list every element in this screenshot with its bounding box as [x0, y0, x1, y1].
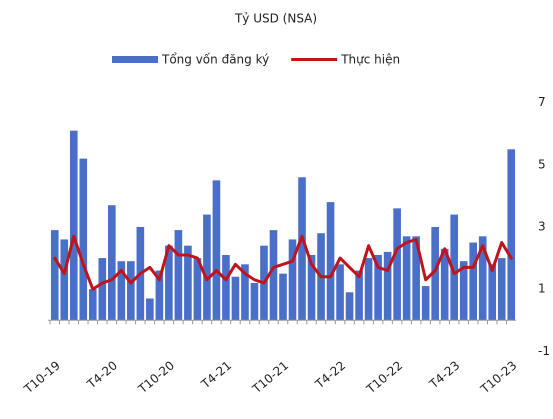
bar [60, 239, 69, 321]
bar [507, 149, 516, 321]
x-tick-label: T4-20 [84, 358, 120, 392]
x-tick-label: T4-23 [426, 358, 462, 392]
bar [222, 254, 230, 321]
bar [355, 270, 363, 321]
bar [193, 258, 202, 321]
bar [345, 292, 354, 321]
bar [212, 180, 221, 321]
bar [269, 230, 278, 321]
bar [469, 242, 478, 321]
bar [279, 273, 287, 321]
y-tick-label: -1 [538, 344, 550, 358]
bar [108, 205, 116, 321]
bar [146, 298, 154, 321]
bar [241, 264, 249, 321]
x-tick-label: T10-21 [249, 358, 291, 396]
bar [440, 248, 449, 321]
x-tick-label: T4-21 [198, 358, 234, 392]
bar [450, 214, 458, 321]
y-tick-label: 3 [538, 220, 546, 234]
legend-label: Tổng vốn đăng ký [161, 53, 269, 67]
bar [288, 239, 297, 321]
x-tick-label: T10-23 [477, 358, 519, 396]
bar [98, 258, 107, 321]
bar [383, 251, 392, 321]
bar [402, 236, 411, 321]
bar [336, 264, 344, 321]
bar [127, 261, 135, 321]
bar [298, 177, 306, 321]
bar [497, 258, 506, 321]
bar [203, 214, 211, 321]
bar [326, 202, 335, 321]
x-tick-label: T10-22 [363, 358, 405, 396]
legend-swatch [112, 56, 158, 63]
bar [88, 289, 97, 321]
bar [184, 245, 192, 321]
y-tick-label: 5 [538, 157, 546, 171]
x-tick-label: T4-22 [312, 358, 348, 392]
bar [174, 230, 183, 321]
bar [393, 208, 401, 321]
bar [412, 236, 420, 321]
bar [155, 270, 164, 321]
bar [50, 230, 59, 321]
y-tick-label: 1 [538, 282, 546, 296]
bar [374, 254, 382, 321]
bar [421, 286, 430, 321]
bar [307, 254, 316, 321]
x-tick-label: T10-20 [135, 358, 177, 396]
bar [364, 258, 373, 321]
bar [231, 276, 240, 321]
line [53, 234, 513, 291]
bar [488, 264, 497, 321]
bar [79, 158, 88, 321]
legend-label: Thực hiện [340, 53, 400, 67]
bar [165, 245, 173, 321]
bar [431, 227, 439, 321]
bar [459, 261, 468, 321]
chart-title: Tỷ USD (NSA) [234, 12, 317, 26]
y-tick-label: 7 [538, 95, 546, 109]
bar [478, 236, 487, 321]
x-tick-label: T10-19 [21, 358, 63, 396]
bar [69, 130, 78, 321]
bar [117, 261, 126, 321]
bar [250, 282, 259, 321]
